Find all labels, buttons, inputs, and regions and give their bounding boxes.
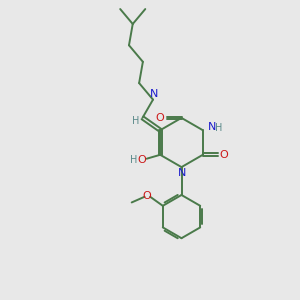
Text: O: O	[137, 155, 146, 165]
Text: H: H	[215, 123, 222, 133]
Text: H: H	[130, 154, 137, 165]
Text: H: H	[132, 116, 140, 126]
Text: O: O	[219, 150, 228, 160]
Text: N: N	[178, 168, 186, 178]
Text: N: N	[150, 89, 159, 99]
Text: N: N	[208, 122, 216, 132]
Text: O: O	[142, 191, 151, 201]
Text: O: O	[156, 113, 165, 123]
